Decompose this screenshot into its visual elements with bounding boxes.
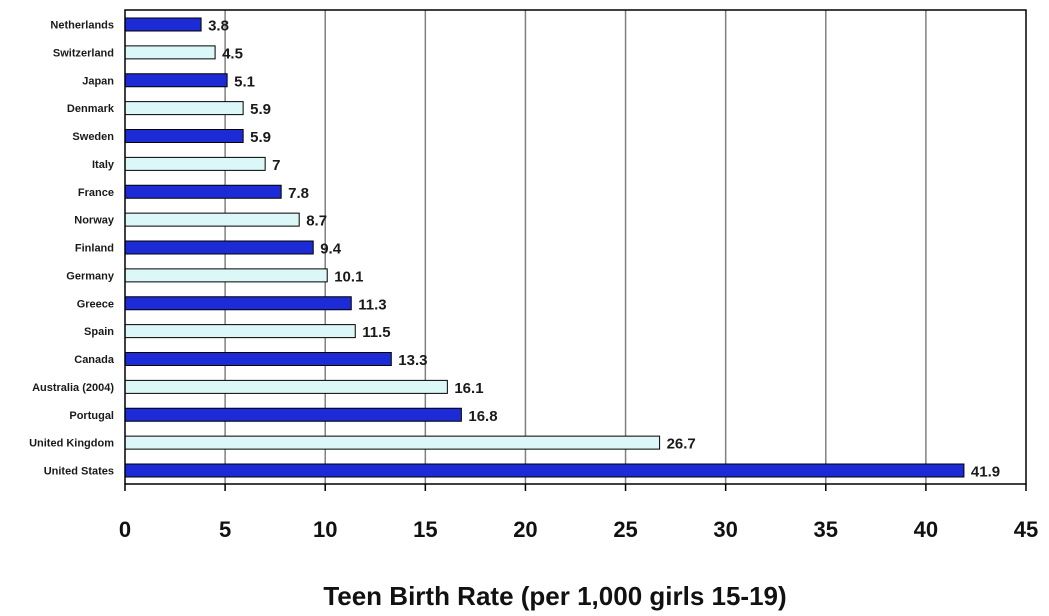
value-label: 13.3 [398, 352, 427, 369]
value-label: 7.8 [288, 185, 309, 202]
category-label: Switzerland [53, 47, 114, 59]
bar [125, 297, 351, 310]
category-label: Sweden [72, 131, 114, 143]
bar [125, 157, 265, 170]
value-label: 16.8 [468, 408, 497, 425]
value-label: 8.7 [306, 213, 327, 230]
category-label: Norway [74, 215, 115, 227]
bar [125, 353, 391, 366]
bar [125, 18, 201, 31]
x-tick-label: 35 [814, 517, 838, 542]
x-tick-label: 5 [219, 517, 231, 542]
bar [125, 436, 660, 449]
category-label: Germany [66, 270, 115, 282]
category-label: Japan [82, 75, 114, 87]
value-label: 16.1 [454, 380, 483, 397]
bar [125, 102, 243, 115]
value-label: 5.1 [234, 73, 255, 90]
bar [125, 408, 461, 421]
value-label: 4.5 [222, 45, 243, 62]
category-label: Spain [84, 326, 114, 338]
bar [125, 46, 215, 59]
bar [125, 241, 313, 254]
category-label: Denmark [67, 103, 115, 115]
category-label: Canada [74, 354, 115, 366]
x-tick-label: 45 [1014, 517, 1038, 542]
category-label: France [78, 187, 114, 199]
value-label: 26.7 [667, 436, 696, 453]
x-tick-label: 25 [613, 517, 637, 542]
category-label: Finland [75, 243, 114, 255]
value-label: 10.1 [334, 268, 363, 285]
category-label: Australia (2004) [32, 382, 114, 394]
value-label: 41.9 [971, 464, 1000, 481]
bar [125, 213, 299, 226]
value-label: 5.9 [250, 101, 271, 118]
category-label: Netherlands [50, 20, 114, 32]
value-label: 5.9 [250, 129, 271, 146]
value-label: 11.3 [358, 296, 386, 313]
bar [125, 464, 964, 477]
x-tick-label: 20 [513, 517, 537, 542]
category-label: United States [44, 466, 114, 478]
category-label: United Kingdom [29, 438, 114, 450]
x-tick-label: 0 [119, 517, 131, 542]
value-label: 7 [272, 157, 280, 174]
bar [125, 185, 281, 198]
bar [125, 269, 327, 282]
category-label: Greece [77, 298, 114, 310]
x-tick-label: 30 [713, 517, 737, 542]
x-axis-title: Teen Birth Rate (per 1,000 girls 15-19) [323, 581, 786, 611]
bar [125, 130, 243, 143]
value-label: 3.8 [208, 18, 229, 35]
bar [125, 325, 355, 338]
x-axis: 0 5 10 15 20 25 30 35 40 45 [119, 484, 1038, 542]
value-label: 11.5 [362, 324, 390, 341]
category-label: Italy [92, 159, 115, 171]
bar [125, 380, 447, 393]
value-label: 9.4 [320, 241, 342, 258]
x-tick-label: 15 [413, 517, 437, 542]
x-tick-label: 40 [914, 517, 938, 542]
category-labels: Netherlands Switzerland Japan Denmark Sweden… [29, 20, 115, 478]
bar [125, 74, 227, 87]
x-tick-label: 10 [313, 517, 337, 542]
category-label: Portugal [69, 410, 114, 422]
